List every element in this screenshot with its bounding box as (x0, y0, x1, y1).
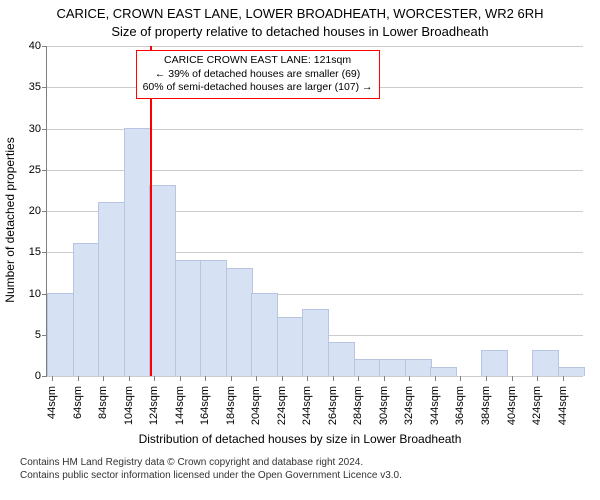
histogram-bar (430, 367, 457, 376)
xtick-mark (435, 376, 436, 381)
xtick-label: 104sqm (123, 386, 135, 425)
chart-title-main: CARICE, CROWN EAST LANE, LOWER BROADHEAT… (0, 6, 600, 21)
xtick-label: 64sqm (72, 386, 84, 419)
histogram-bar (354, 359, 381, 377)
xtick-mark (358, 376, 359, 381)
ytick-label: 5 (35, 329, 47, 341)
histogram-bar (558, 367, 585, 376)
xtick-label: 344sqm (429, 386, 441, 425)
xtick-mark (384, 376, 385, 381)
xtick-label: 364sqm (454, 386, 466, 425)
xtick-mark (52, 376, 53, 381)
ytick-label: 40 (29, 40, 47, 52)
histogram-bar (481, 350, 508, 376)
xtick-label: 144sqm (174, 386, 186, 425)
ytick-label: 20 (29, 205, 47, 217)
x-axis-label: Distribution of detached houses by size … (0, 432, 600, 446)
histogram-bar (328, 342, 355, 376)
histogram-bar (251, 293, 278, 377)
histogram-bar (532, 350, 559, 376)
annotation-box: CARICE CROWN EAST LANE: 121sqm← 39% of d… (136, 50, 380, 99)
xtick-mark (154, 376, 155, 381)
gridline (47, 376, 583, 377)
xtick-mark (103, 376, 104, 381)
annotation-line: 60% of semi-detached houses are larger (… (143, 81, 373, 95)
plot-area: 051015202530354044sqm64sqm84sqm104sqm124… (46, 46, 583, 377)
chart-footer: Contains HM Land Registry data © Crown c… (20, 456, 402, 482)
xtick-label: 264sqm (327, 386, 339, 425)
footer-line2: Contains public sector information licen… (20, 469, 402, 482)
histogram-bar (405, 359, 432, 377)
xtick-label: 84sqm (97, 386, 109, 419)
chart-container: CARICE, CROWN EAST LANE, LOWER BROADHEAT… (0, 0, 600, 500)
xtick-mark (129, 376, 130, 381)
xtick-mark (307, 376, 308, 381)
histogram-bar (277, 317, 304, 376)
xtick-label: 304sqm (378, 386, 390, 425)
histogram-bar (379, 359, 406, 377)
xtick-mark (205, 376, 206, 381)
histogram-bar (200, 260, 227, 377)
chart-title-sub: Size of property relative to detached ho… (0, 24, 600, 39)
y-axis-label: Number of detached properties (3, 137, 17, 302)
histogram-bar (124, 128, 151, 377)
ytick-label: 10 (29, 288, 47, 300)
ytick-label: 0 (35, 370, 47, 382)
xtick-mark (537, 376, 538, 381)
xtick-mark (256, 376, 257, 381)
xtick-label: 424sqm (531, 386, 543, 425)
xtick-label: 404sqm (506, 386, 518, 425)
xtick-mark (563, 376, 564, 381)
histogram-bar (302, 309, 329, 376)
xtick-label: 384sqm (480, 386, 492, 425)
annotation-line: ← 39% of detached houses are smaller (69… (143, 68, 373, 82)
xtick-label: 184sqm (225, 386, 237, 425)
xtick-label: 124sqm (148, 386, 160, 425)
xtick-mark (409, 376, 410, 381)
histogram-bar (47, 293, 74, 377)
xtick-label: 44sqm (46, 386, 58, 419)
histogram-bar (226, 268, 253, 376)
xtick-label: 324sqm (403, 386, 415, 425)
ytick-label: 15 (29, 246, 47, 258)
xtick-mark (512, 376, 513, 381)
xtick-label: 244sqm (301, 386, 313, 425)
xtick-label: 204sqm (250, 386, 262, 425)
gridline (47, 46, 583, 47)
ytick-label: 25 (29, 164, 47, 176)
xtick-mark (333, 376, 334, 381)
histogram-bar (175, 260, 202, 377)
xtick-label: 164sqm (199, 386, 211, 425)
xtick-label: 284sqm (352, 386, 364, 425)
xtick-label: 224sqm (276, 386, 288, 425)
xtick-mark (282, 376, 283, 381)
xtick-label: 444sqm (557, 386, 569, 425)
histogram-bar (149, 185, 176, 376)
xtick-mark (486, 376, 487, 381)
xtick-mark (460, 376, 461, 381)
xtick-mark (78, 376, 79, 381)
footer-line1: Contains HM Land Registry data © Crown c… (20, 456, 402, 469)
annotation-line: CARICE CROWN EAST LANE: 121sqm (143, 54, 373, 68)
xtick-mark (180, 376, 181, 381)
xtick-mark (231, 376, 232, 381)
histogram-bar (98, 202, 125, 376)
histogram-bar (73, 243, 100, 376)
ytick-label: 35 (29, 81, 47, 93)
ytick-label: 30 (29, 123, 47, 135)
